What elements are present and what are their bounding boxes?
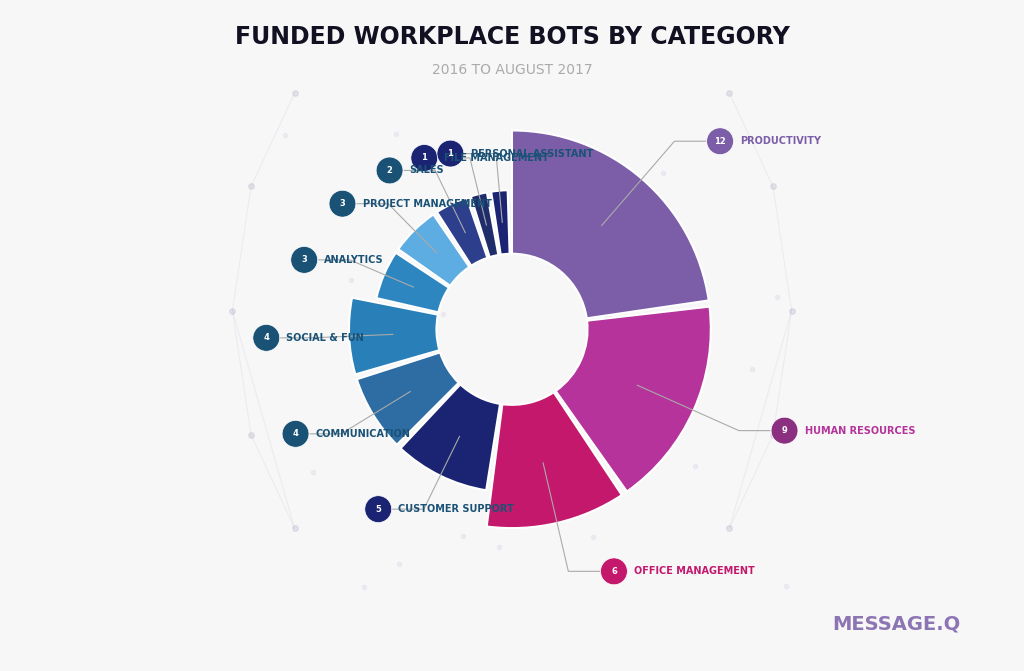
- Wedge shape: [556, 307, 711, 492]
- Text: 5: 5: [375, 505, 381, 513]
- Text: 4: 4: [293, 429, 298, 438]
- Text: 1: 1: [421, 154, 427, 162]
- Text: COMMUNICATION: COMMUNICATION: [315, 429, 411, 439]
- Text: 3: 3: [301, 256, 307, 264]
- Text: 2016 TO AUGUST 2017: 2016 TO AUGUST 2017: [432, 64, 592, 77]
- Circle shape: [376, 157, 403, 184]
- Circle shape: [600, 558, 628, 584]
- Text: 9: 9: [781, 426, 787, 435]
- Text: 3: 3: [340, 199, 345, 208]
- Wedge shape: [512, 130, 709, 318]
- Text: PRODUCTIVITY: PRODUCTIVITY: [740, 136, 821, 146]
- Text: CUSTOMER SUPPORT: CUSTOMER SUPPORT: [398, 504, 514, 514]
- Wedge shape: [356, 352, 459, 445]
- Circle shape: [291, 246, 317, 273]
- Text: SALES: SALES: [410, 166, 444, 175]
- Text: ANALYTICS: ANALYTICS: [325, 255, 384, 265]
- Text: 4: 4: [263, 333, 269, 342]
- Circle shape: [437, 140, 464, 167]
- Text: HUMAN RESOURCES: HUMAN RESOURCES: [805, 425, 915, 435]
- Circle shape: [283, 421, 309, 448]
- Circle shape: [253, 324, 280, 351]
- Wedge shape: [471, 193, 499, 257]
- Circle shape: [707, 127, 733, 154]
- Wedge shape: [349, 298, 439, 374]
- Text: FILE MANAGEMENT: FILE MANAGEMENT: [444, 153, 549, 163]
- Text: SOCIAL & FUN: SOCIAL & FUN: [287, 333, 365, 343]
- Wedge shape: [400, 384, 500, 491]
- Wedge shape: [398, 215, 469, 286]
- Wedge shape: [492, 190, 510, 254]
- Text: 2: 2: [387, 166, 392, 175]
- Wedge shape: [377, 253, 449, 312]
- Circle shape: [771, 417, 798, 444]
- Wedge shape: [486, 393, 622, 528]
- Text: 12: 12: [714, 137, 726, 146]
- Text: MESSAGE.Q: MESSAGE.Q: [831, 615, 961, 633]
- Text: PROJECT MANAGEMENT: PROJECT MANAGEMENT: [362, 199, 492, 209]
- Wedge shape: [437, 198, 487, 266]
- Text: 1: 1: [447, 149, 454, 158]
- Text: PERSONAL ASSISTANT: PERSONAL ASSISTANT: [471, 148, 593, 158]
- Circle shape: [329, 191, 356, 217]
- Circle shape: [365, 496, 391, 523]
- Text: OFFICE MANAGEMENT: OFFICE MANAGEMENT: [634, 566, 755, 576]
- Text: 6: 6: [611, 567, 616, 576]
- Circle shape: [411, 144, 437, 171]
- Text: FUNDED WORKPLACE BOTS BY CATEGORY: FUNDED WORKPLACE BOTS BY CATEGORY: [234, 25, 790, 49]
